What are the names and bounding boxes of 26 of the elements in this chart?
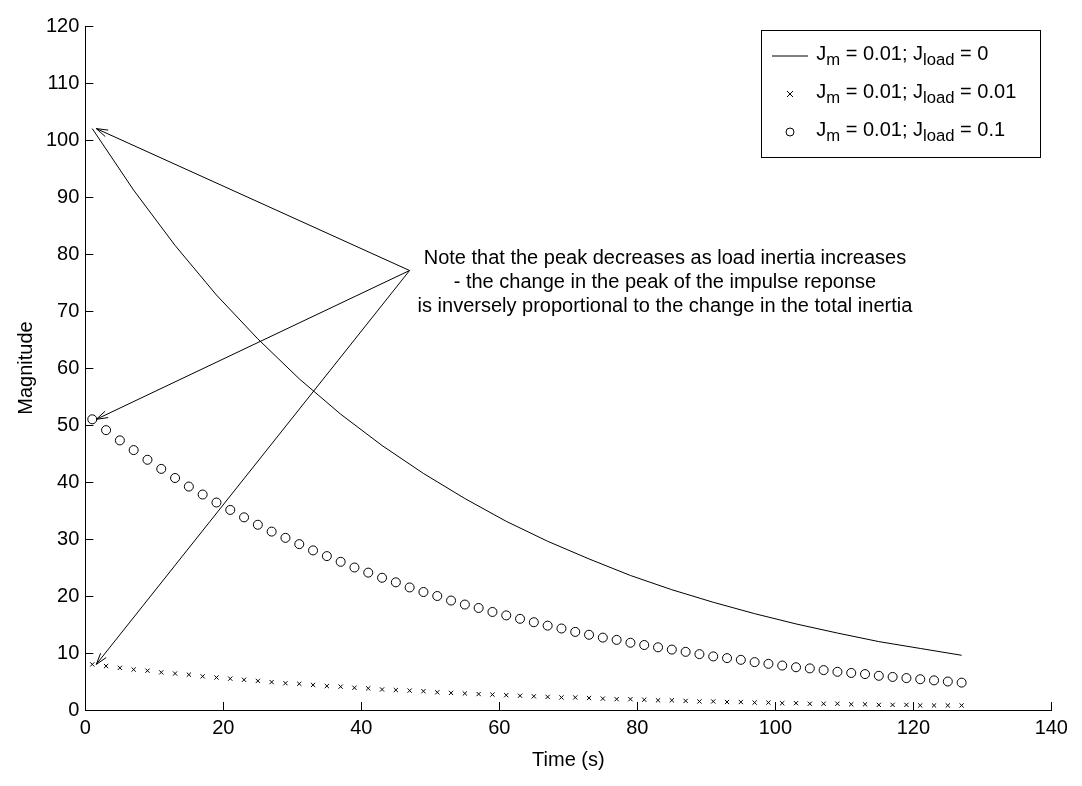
x-tick-label: 100 (758, 715, 793, 738)
y-axis-title: Magnitude (13, 321, 36, 415)
y-tick-label: 120 (45, 13, 80, 36)
legend-label: J$_{m}$ = 0.01; J$_{load}$ = 0.1 (816, 118, 1006, 146)
y-tick-label: 40 (57, 469, 80, 492)
y-tick-label: 100 (45, 127, 80, 150)
x-tick-label: 20 (212, 715, 235, 738)
y-tick-label: 60 (57, 355, 80, 378)
y-tick-label: 110 (47, 70, 80, 93)
y-tick-label: 50 (57, 412, 80, 435)
y-tick-label: 70 (57, 298, 80, 321)
legend-label: J$_{m}$ = 0.01; J$_{load}$ = 0.01 (816, 80, 1017, 108)
x-tick-label: 80 (626, 715, 649, 738)
x-axis-title: Time (s) (532, 747, 605, 770)
y-tick-label: 10 (57, 640, 80, 663)
y-tick-label: 0 (68, 697, 80, 720)
x-tick-label: 40 (350, 715, 373, 738)
y-tick-label: 80 (57, 241, 80, 264)
y-tick-label: 20 (57, 583, 80, 606)
annotation: Note that the peak decreases as load inertia increases - the change in the peak of the impulse reponse is inversely proportional to the change in the total inertia (417, 246, 914, 317)
y-tick-label: 90 (57, 184, 80, 207)
x-tick-label: 140 (1034, 715, 1068, 738)
x-tick-label: 120 (896, 715, 931, 738)
legend-label: J$_{m}$ = 0.01; J$_{load}$ = 0 (816, 42, 989, 70)
y-tick-label: 30 (57, 526, 80, 549)
x-tick-label: 60 (488, 715, 511, 738)
